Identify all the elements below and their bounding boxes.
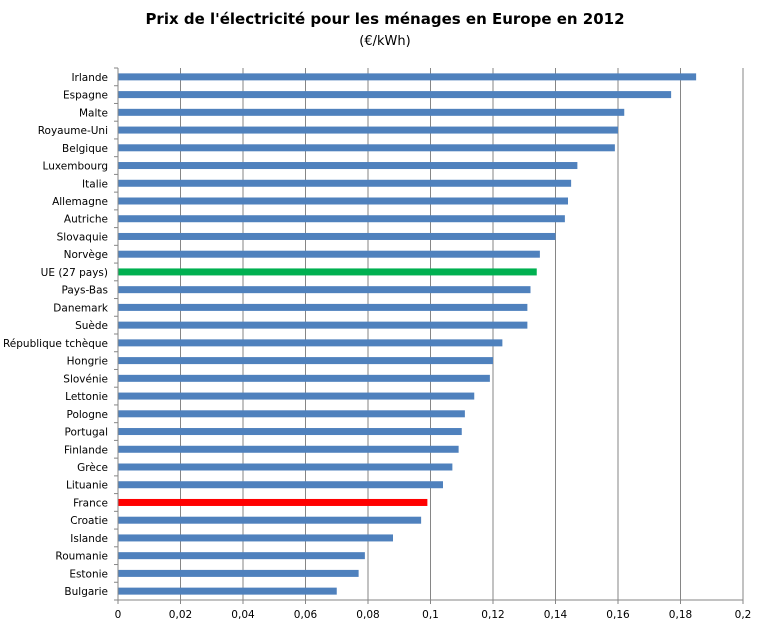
category-label: Roumanie: [55, 551, 108, 563]
bar: [118, 215, 565, 223]
bar: [118, 144, 615, 152]
category-label: Royaume-Uni: [38, 125, 108, 137]
gridlines: [180, 68, 744, 600]
category-label: Norvège: [64, 249, 108, 261]
bar: [118, 321, 528, 329]
chart-subtitle: (€/kWh): [359, 34, 411, 49]
bar: [118, 286, 531, 294]
x-tick-label: 0,18: [669, 609, 692, 621]
category-label: Croatie: [70, 515, 108, 527]
chart-title: Prix de l'électricité pour les ménages e…: [145, 10, 625, 28]
bar: [118, 73, 697, 81]
x-tick-label: 0,06: [294, 609, 318, 621]
category-label: Allemagne: [52, 196, 108, 208]
category-label: Portugal: [65, 427, 109, 439]
x-tick-label: 0,04: [231, 609, 255, 621]
category-label: République tchèque: [3, 338, 108, 350]
x-tick-label: 0,1: [422, 609, 439, 621]
category-label: Slovaquie: [57, 231, 108, 243]
category-label: Autriche: [64, 214, 108, 226]
category-label: Pologne: [66, 409, 108, 421]
category-labels: Irlande Espagne Malte Royaume-Uni Belgique Lu…: [3, 72, 109, 598]
x-tick-label: 0,02: [169, 609, 192, 621]
bar: [118, 445, 459, 453]
bar: [118, 91, 672, 99]
category-label: Pays-Bas: [61, 285, 108, 297]
category-label: Espagne: [63, 90, 108, 102]
bar: [118, 126, 618, 134]
category-label: France: [73, 497, 108, 509]
bar: [118, 428, 462, 436]
category-label: Lituanie: [66, 480, 108, 492]
bar: [118, 392, 475, 400]
bar: [118, 268, 537, 276]
bar: [118, 534, 393, 542]
bar: [118, 197, 568, 205]
x-tick-label: 0,2: [735, 609, 752, 621]
category-label: Grèce: [77, 462, 108, 474]
category-label: UE (27 pays): [41, 267, 108, 279]
bar: [118, 498, 428, 506]
category-label: Estonie: [69, 568, 108, 580]
bar: [118, 339, 503, 347]
category-label: Lettonie: [65, 391, 108, 403]
bar: [118, 232, 556, 240]
axes: [114, 67, 743, 601]
category-label: Hongrie: [67, 356, 108, 368]
bar: [118, 463, 453, 471]
category-label: Irlande: [71, 72, 108, 84]
category-label: Luxembourg: [43, 161, 108, 173]
category-label: Islande: [70, 533, 108, 545]
x-tick-label: 0,12: [481, 609, 504, 621]
bar: [118, 569, 359, 577]
category-label: Malte: [79, 107, 108, 119]
bar: [118, 410, 465, 418]
x-tick-label: 0,08: [356, 609, 379, 621]
x-tick-label: 0: [115, 609, 122, 621]
bar: [118, 587, 337, 595]
bar: [118, 357, 493, 365]
bar: [118, 516, 422, 524]
category-label: Bulgarie: [64, 586, 108, 598]
x-tick-label: 0,16: [606, 609, 630, 621]
x-tick-label: 0,14: [544, 609, 568, 621]
bar: [118, 481, 443, 489]
bar: [118, 374, 490, 382]
category-label: Danemark: [53, 302, 109, 314]
bar: [118, 303, 528, 311]
bar: [118, 162, 578, 170]
bars: [118, 73, 697, 595]
bar: [118, 179, 572, 187]
x-axis-ticks: 0 0,02 0,04 0,06 0,08 0,1 0,12 0,14 0,16 0,18 0,2: [115, 600, 752, 621]
bar: [118, 552, 365, 560]
category-label: Belgique: [62, 143, 108, 155]
bar: [118, 108, 625, 116]
category-label: Finlande: [64, 444, 108, 456]
bar: [118, 250, 540, 258]
category-label: Italie: [82, 178, 108, 190]
category-label: Suède: [75, 320, 108, 332]
category-label: Slovénie: [63, 373, 108, 385]
